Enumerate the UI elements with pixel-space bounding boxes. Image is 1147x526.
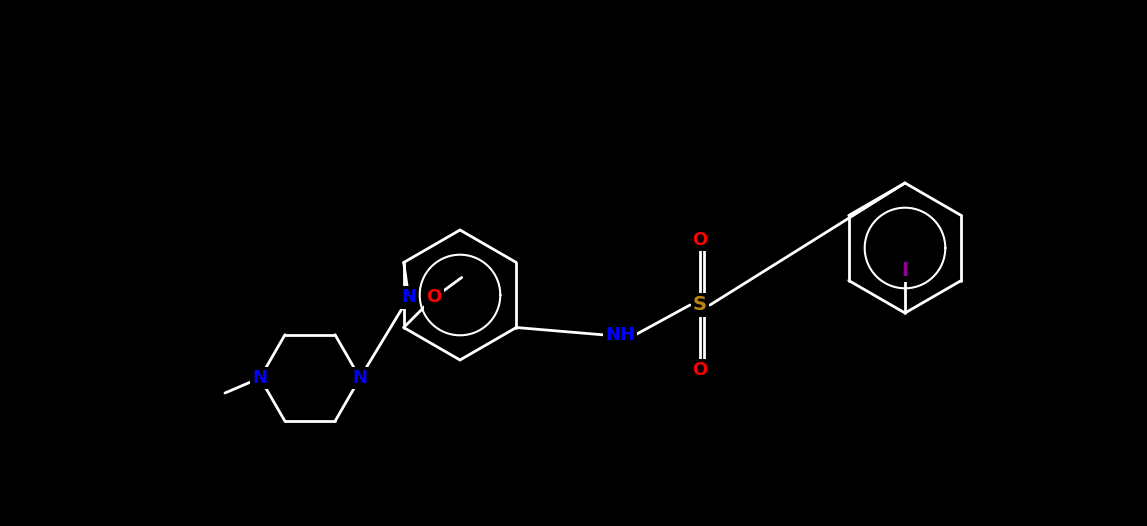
- Text: I: I: [902, 260, 908, 279]
- Text: O: O: [693, 361, 708, 379]
- Text: N: N: [352, 369, 367, 387]
- Text: NH: NH: [604, 326, 635, 344]
- Text: S: S: [693, 296, 707, 315]
- Text: N: N: [252, 369, 267, 387]
- Text: O: O: [693, 231, 708, 249]
- Text: N: N: [401, 288, 416, 307]
- Text: O: O: [426, 288, 442, 307]
